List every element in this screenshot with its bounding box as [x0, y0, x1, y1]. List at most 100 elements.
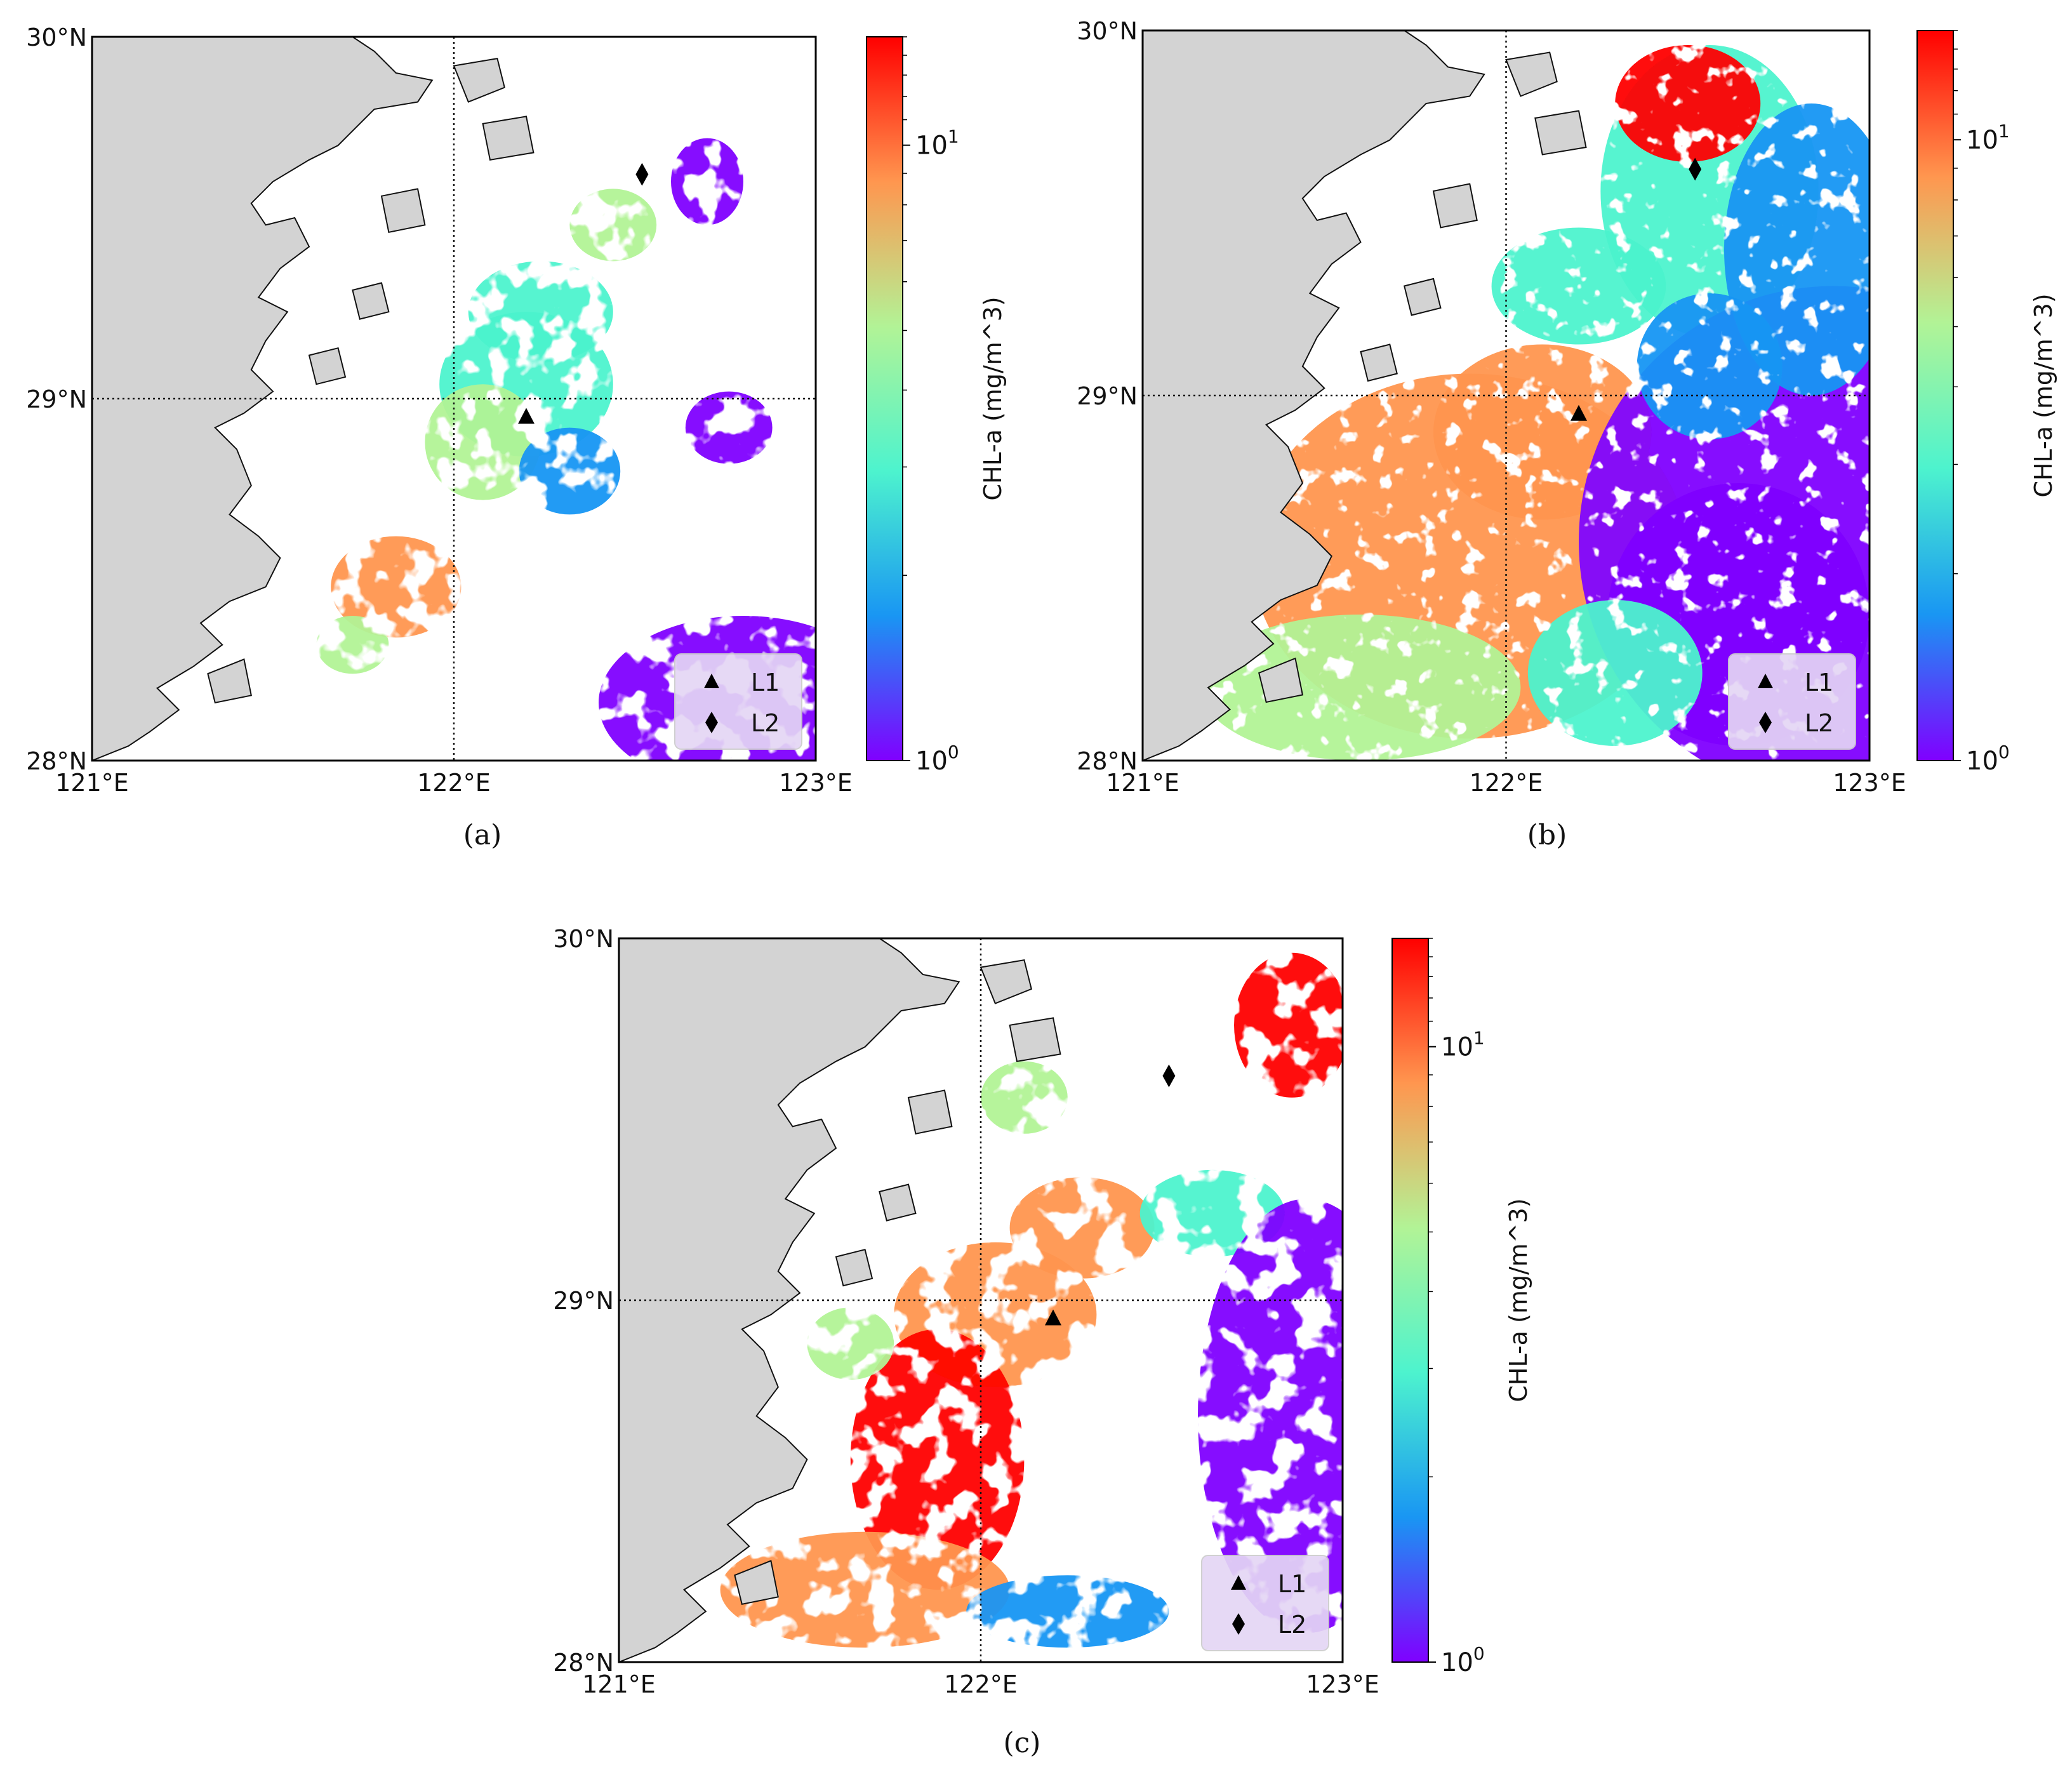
- legend-diamond-icon: [1759, 712, 1772, 733]
- legend-label-L2: L2: [1805, 709, 1833, 737]
- island: [980, 959, 1032, 1004]
- panel-caption: (c): [1004, 1727, 1041, 1759]
- chl-field: [720, 952, 1343, 1648]
- y-tick-label: 30°N: [26, 23, 87, 51]
- tick-base: 10: [915, 131, 948, 161]
- y-tick-label: 30°N: [1077, 17, 1138, 45]
- chl-patch: [685, 391, 773, 464]
- map-frame: [91, 36, 817, 762]
- station-L2-marker: [1689, 157, 1702, 181]
- x-tick-label: 121°E: [582, 1670, 656, 1698]
- y-tick-label: 29°N: [1077, 382, 1138, 410]
- colorbar-label: CHL-a (mg/m^3): [2029, 293, 2057, 497]
- y-tick-label: 29°N: [26, 385, 87, 413]
- island: [482, 116, 535, 161]
- legend-triangle-icon: [1758, 674, 1773, 688]
- colorbar-tick-label: 101: [915, 126, 959, 161]
- island: [1360, 343, 1398, 382]
- x-tick-label: 123°E: [1306, 1670, 1379, 1698]
- tick-exponent: 1: [948, 126, 959, 147]
- island: [308, 347, 347, 385]
- tick-base: 10: [915, 747, 948, 776]
- chl-patch: [1234, 952, 1343, 1098]
- tick-base: 10: [1966, 747, 1998, 776]
- x-tick-label: 121°E: [1106, 769, 1179, 797]
- legend-label-L2: L2: [751, 709, 780, 737]
- land-mass: [1142, 30, 1485, 762]
- colorbar-tick-label: 101: [1966, 121, 2010, 155]
- chl-patch: [1527, 600, 1703, 746]
- legend-box: [674, 653, 802, 750]
- island: [1403, 277, 1442, 316]
- colorbar-tick-label: 100: [915, 742, 959, 776]
- island: [380, 188, 426, 233]
- station-L1-marker: [518, 408, 535, 424]
- legend-box: [1201, 1555, 1329, 1651]
- legend-box: [1728, 653, 1856, 750]
- island: [1505, 51, 1558, 97]
- colorbar-tick-label: 101: [1441, 1028, 1485, 1062]
- tick-base: 10: [1966, 126, 1998, 155]
- y-tick-label: 28°N: [553, 1649, 614, 1677]
- x-tick-label: 123°E: [779, 769, 853, 797]
- tick-base: 10: [1441, 1033, 1473, 1062]
- tick-base: 10: [1441, 1648, 1473, 1677]
- legend-label-L1: L1: [1805, 669, 1833, 696]
- land-mass: [618, 938, 960, 1663]
- chl-patch: [331, 536, 462, 638]
- colorbar-tick-label: 100: [1966, 742, 2010, 776]
- island: [907, 1089, 953, 1135]
- tick-exponent: 0: [1473, 1643, 1485, 1664]
- legend-triangle-icon: [1231, 1575, 1246, 1590]
- chl-patch: [981, 1061, 1068, 1134]
- island: [879, 1183, 917, 1221]
- chl-patch: [1200, 615, 1521, 761]
- chl-patch: [1009, 1177, 1155, 1279]
- colorbar-label: CHL-a (mg/m^3): [1504, 1198, 1532, 1402]
- y-tick-label: 30°N: [553, 925, 614, 953]
- legend-diamond-icon: [705, 712, 718, 733]
- map-frame: [618, 937, 1344, 1663]
- chl-field: [1200, 45, 1869, 761]
- chl-patch: [807, 1307, 894, 1380]
- island: [835, 1248, 873, 1287]
- x-tick-label: 121°E: [55, 769, 129, 797]
- panel-caption: (a): [463, 819, 502, 851]
- tick-exponent: 0: [1998, 742, 2010, 762]
- panel-a: 121°E 122°E 123°E28°N29°N30°NL1L2100101CHL…: [26, 23, 1007, 851]
- y-tick-label: 29°N: [553, 1287, 614, 1315]
- panel-b: 121°E 122°E 123°E28°N29°N30°NL1L2100101CHL…: [1077, 17, 2057, 851]
- chl-patch: [316, 616, 389, 674]
- tick-exponent: 1: [1473, 1028, 1485, 1049]
- y-tick-label: 28°N: [26, 747, 87, 775]
- colorbar-tick-label: 100: [1441, 1643, 1485, 1677]
- island: [1432, 183, 1478, 229]
- station-L1-marker: [1571, 404, 1587, 421]
- panel-c: 121°E 122°E 123°E28°N29°N30°NL1L2100101CHL…: [553, 925, 1532, 1759]
- legend-diamond-icon: [1232, 1613, 1245, 1635]
- island: [352, 282, 390, 320]
- map-frame: [1141, 29, 1871, 762]
- island: [734, 1560, 779, 1605]
- x-tick-label: 123°E: [1833, 769, 1906, 797]
- chl-patch: [519, 427, 621, 515]
- colorbar-gradient: [866, 36, 903, 761]
- colorbar-label: CHL-a (mg/m^3): [979, 296, 1007, 500]
- chl-patch: [1637, 293, 1783, 439]
- chl-patch: [850, 1329, 1025, 1590]
- chl-patch: [569, 189, 657, 262]
- station-L2-marker: [1162, 1064, 1176, 1088]
- land-mass: [91, 36, 434, 762]
- island: [207, 658, 252, 703]
- legend-label-L1: L1: [751, 669, 780, 696]
- legend-triangle-icon: [704, 674, 719, 688]
- x-tick-label: 122°E: [1470, 769, 1543, 797]
- x-tick-label: 122°E: [944, 1670, 1018, 1698]
- island: [1009, 1017, 1061, 1062]
- colorbar-gradient: [1916, 30, 1954, 761]
